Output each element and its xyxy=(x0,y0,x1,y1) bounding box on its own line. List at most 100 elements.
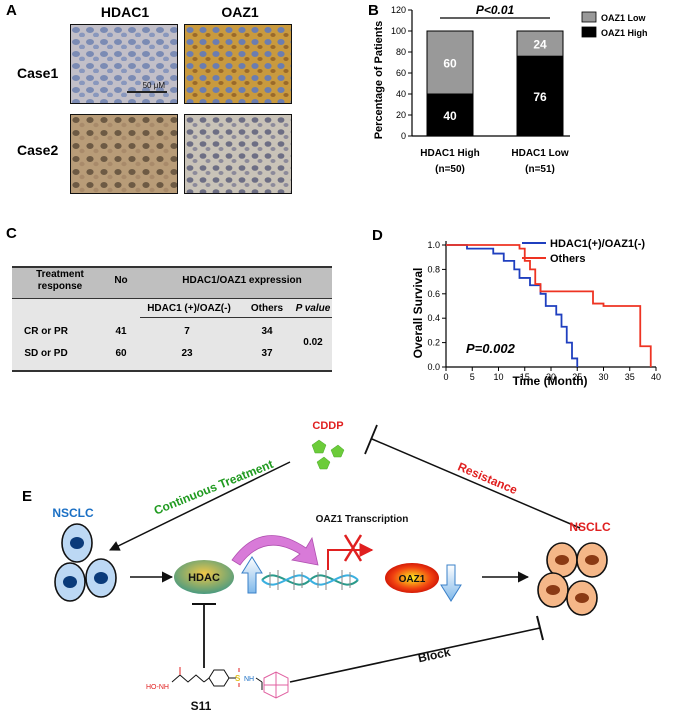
x-category-sublabel: (n=51) xyxy=(525,164,555,175)
panel-a-letter: A xyxy=(6,2,17,19)
continuous-treatment-arrow xyxy=(109,461,291,551)
x-tick-label: 0 xyxy=(443,372,448,382)
y-tick-label: 20 xyxy=(396,110,406,120)
subheader-hdac1-oaz: HDAC1 (+)/OAZ(-) xyxy=(147,303,231,314)
y-axis-label: Overall Survival xyxy=(411,268,425,359)
legend-label: OAZ1 High xyxy=(601,28,648,38)
legend-label: OAZ1 Low xyxy=(601,13,646,23)
bar-value-label: 24 xyxy=(533,38,547,52)
table-row-1-others: 34 xyxy=(261,326,273,337)
bar-value-label: 40 xyxy=(443,109,457,123)
panel-a-row-case2: Case2 xyxy=(17,142,59,158)
x-category-label: HDAC1 High xyxy=(420,148,479,159)
panel-d-letter: D xyxy=(372,227,383,244)
s11-molecule-icon: HO-NH S NH xyxy=(146,667,289,699)
table-pvalue: 0.02 xyxy=(303,337,323,348)
x-axis-label: Time (Month) xyxy=(512,374,587,388)
nsclc-resistant-cells-icon xyxy=(537,542,608,616)
y-tick-label: 60 xyxy=(396,68,406,78)
x-category-sublabel: (n=50) xyxy=(435,164,465,175)
survival-chart: Overall Survival Time (Month) 0.0 0.2 0.4 0… xyxy=(411,238,661,388)
oaz1-down-arrow-icon xyxy=(440,564,462,602)
header-no: No xyxy=(114,275,128,286)
y-tick-label: 40 xyxy=(396,89,406,99)
legend-label: Others xyxy=(550,253,585,265)
block-label: Block xyxy=(417,645,452,666)
nsclc-right-label: NSCLC xyxy=(569,520,611,534)
y-tick-label: 80 xyxy=(396,47,406,57)
micrograph-case1-oaz1 xyxy=(184,24,292,104)
cddp-label: CDDP xyxy=(312,420,343,432)
header-group: HDAC1/OAZ1 expression xyxy=(182,275,302,286)
table-row-1-response: CR or PR xyxy=(24,326,68,337)
expression-table: Treatment response No HDAC1/OAZ1 express… xyxy=(12,266,332,372)
panel-a-col-hdac1: HDAC1 xyxy=(100,4,150,20)
micrograph-case2-hdac1 xyxy=(70,114,178,194)
svg-text:S: S xyxy=(235,674,241,683)
bar-oaz1-high xyxy=(426,93,474,137)
y-tick-label: 0.2 xyxy=(427,338,440,348)
table-bottom-rule xyxy=(12,370,332,372)
svg-text:NH: NH xyxy=(244,676,254,683)
x-tick-label: 25 xyxy=(572,372,582,382)
scale-bar xyxy=(127,91,167,93)
panel-e-letter: E xyxy=(22,488,33,505)
y-tick-label: 100 xyxy=(391,26,406,36)
subheader-pvalue: P value xyxy=(295,303,331,314)
table-row-2-response: SD or PD xyxy=(24,348,68,359)
y-tick-label: 120 xyxy=(391,5,406,15)
y-axis-label: Percentage of Patients xyxy=(373,21,385,140)
table-row-2-others: 37 xyxy=(261,348,273,359)
header-response: Treatment response xyxy=(36,269,84,292)
mechanism-diagram: CDDP Continuous Treatment Resistance NSC… xyxy=(52,420,611,713)
y-tick-label: 0.8 xyxy=(427,264,440,274)
transcription-curved-arrow-icon xyxy=(231,535,319,566)
dna-helix-icon xyxy=(261,570,359,590)
svg-text:HDAC: HDAC xyxy=(188,572,220,584)
y-tick-label: 0.0 xyxy=(427,362,440,372)
bar-oaz1-low xyxy=(516,30,564,57)
x-tick-label: 15 xyxy=(520,372,530,382)
panel-c-letter: C xyxy=(6,225,17,242)
cddp-molecules-icon xyxy=(311,439,345,470)
svg-text:HO-NH: HO-NH xyxy=(146,684,169,691)
resistance-bar xyxy=(364,424,378,455)
table-row-1-no: 41 xyxy=(115,326,127,337)
hdac-node: HDAC xyxy=(174,560,234,594)
s11-label: S11 xyxy=(191,699,212,713)
oaz1-transcription-label: OAZ1 Transcription xyxy=(316,514,409,525)
subheader-rule xyxy=(140,317,332,318)
x-tick-label: 20 xyxy=(546,372,556,382)
x-tick-label: 40 xyxy=(651,372,661,382)
bar-value-label: 60 xyxy=(443,57,457,71)
blocked-x-icon xyxy=(343,534,363,562)
svg-text:OAZ1: OAZ1 xyxy=(399,574,426,585)
pvalue-annotation: P=0.002 xyxy=(466,341,516,356)
y-tick-label: 0.6 xyxy=(427,289,440,299)
bar-chart: Percentage of Patients 0 20 40 60 80 100 120 4… xyxy=(373,3,648,175)
scale-label: 50 μM xyxy=(142,81,165,90)
continuous-treatment-label: Continuous Treatment xyxy=(152,457,275,518)
legend-swatch xyxy=(581,26,597,38)
oaz1-node: OAZ1 xyxy=(385,563,439,593)
resistance-line xyxy=(371,438,581,529)
micrograph-case2-oaz1 xyxy=(184,114,292,194)
hdac-up-arrow-icon xyxy=(241,556,263,594)
x-tick-label: 5 xyxy=(470,372,475,382)
table-row-2-no: 60 xyxy=(115,348,127,359)
micrograph-case1-hdac1: 50 μM xyxy=(70,24,178,104)
block-line xyxy=(289,627,541,683)
bar-oaz1-high xyxy=(516,55,564,137)
promoter-arrow-icon xyxy=(327,543,374,570)
block-bar xyxy=(536,615,544,641)
table-row-1-hdac: 7 xyxy=(184,326,190,337)
panel-b-letter: B xyxy=(368,2,379,19)
x-tick-label: 10 xyxy=(493,372,503,382)
x-category-label: HDAC1 Low xyxy=(511,148,568,159)
subheader-others: Others xyxy=(250,303,284,314)
legend-swatch xyxy=(581,11,597,23)
x-tick-label: 30 xyxy=(598,372,608,382)
nsclc-sensitive-cells-icon xyxy=(54,523,117,602)
significance-label: P<0.01 xyxy=(476,3,515,17)
panel-a-col-oaz1: OAZ1 xyxy=(221,4,259,20)
